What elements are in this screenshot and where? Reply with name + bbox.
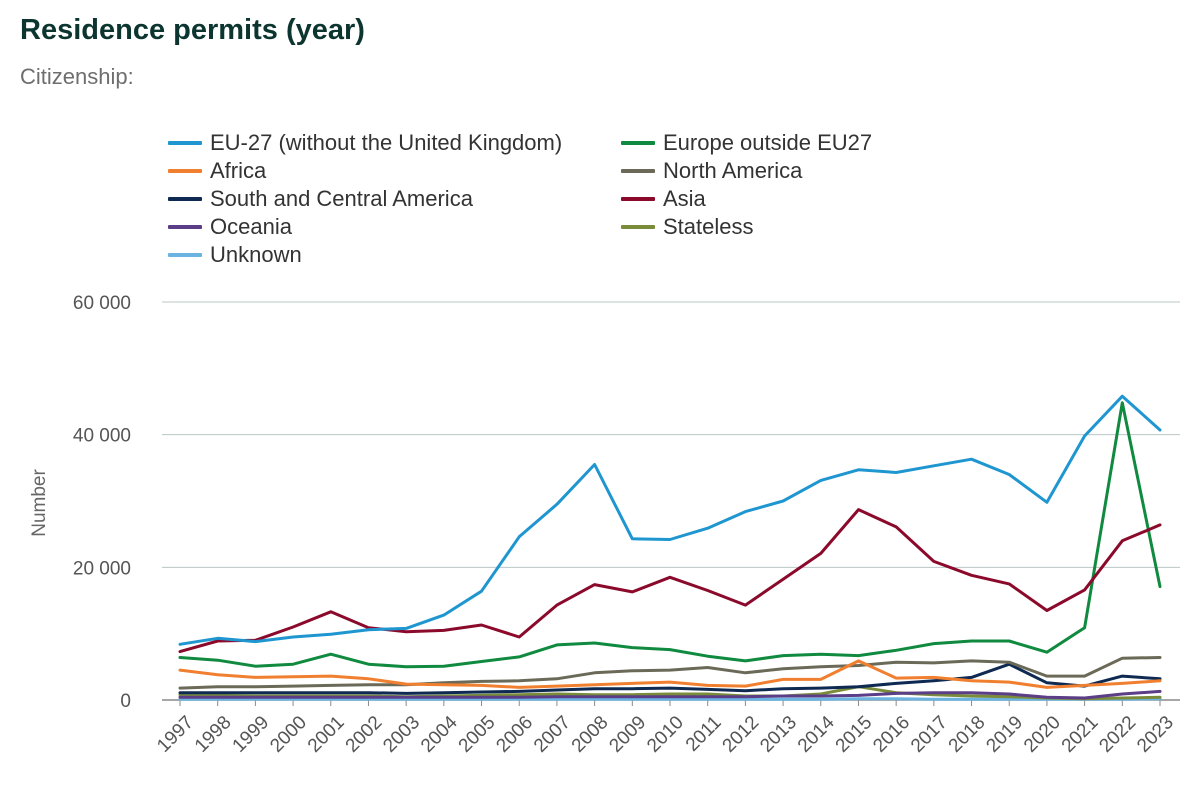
legend-swatch [168, 253, 202, 257]
series-line [178, 662, 1162, 695]
x-tick-label: 2004 [417, 712, 462, 757]
series-line [178, 689, 1162, 700]
x-tick-label: 2016 [869, 712, 914, 757]
legend-label: Africa [210, 158, 267, 183]
x-tick-label: 1999 [229, 712, 274, 757]
x-tick-label: 2013 [756, 712, 801, 757]
x-tick-label: 2010 [643, 712, 688, 757]
x-tick-label: 2020 [1020, 712, 1065, 757]
legend-item[interactable]: Oceania [168, 214, 621, 240]
legend-label: Europe outside EU27 [663, 130, 873, 155]
y-tick-label: 60 000 [73, 293, 131, 314]
chart-title: Residence permits (year) [20, 14, 365, 46]
legend-swatch [168, 197, 202, 201]
legend-swatch [168, 141, 202, 145]
x-tick-label: 2011 [682, 712, 726, 756]
series-line [178, 656, 1162, 690]
chart-subtitle: Citizenship: [20, 64, 134, 89]
x-tick-label: 2021 [1058, 712, 1103, 757]
legend-swatch [621, 141, 655, 145]
x-tick-label: 2023 [1133, 712, 1178, 757]
legend-label: South and Central America [210, 186, 473, 211]
series-line [178, 401, 1162, 669]
series-line [178, 697, 1162, 701]
series-line [178, 508, 1162, 654]
x-tick-label: 2002 [342, 712, 387, 757]
x-tick-label: 2001 [304, 712, 349, 757]
legend-item[interactable]: North America [621, 158, 1081, 184]
legend-swatch [621, 169, 655, 173]
legend-label: EU-27 (without the United Kingdom) [210, 130, 563, 155]
x-tick-label: 2015 [832, 712, 877, 757]
legend-item[interactable]: Unknown [168, 242, 621, 268]
legend-swatch [621, 197, 655, 201]
legend-label: Oceania [210, 214, 292, 239]
x-tick-label: 2018 [945, 712, 990, 757]
y-tick-label: 20 000 [73, 558, 131, 579]
x-tick-label: 2006 [492, 712, 537, 757]
y-tick-label: 40 000 [73, 426, 131, 447]
x-tick-label: 2008 [568, 712, 613, 757]
legend-item[interactable]: EU-27 (without the United Kingdom) [168, 130, 621, 156]
x-tick-label: 2014 [794, 712, 839, 757]
legend-swatch [168, 169, 202, 173]
x-tick-label: 2012 [719, 712, 764, 757]
x-tick-label: 2019 [982, 712, 1027, 757]
chart-legend: EU-27 (without the United Kingdom) Europe… [168, 130, 1108, 268]
y-tick-label: 0 [120, 691, 131, 712]
x-tick-label: 2000 [266, 712, 311, 757]
legend-label: Asia [663, 186, 706, 211]
legend-swatch [168, 225, 202, 229]
x-tick-label: 1998 [191, 712, 236, 757]
series-line [178, 394, 1162, 646]
y-axis-label: Number [29, 469, 50, 537]
x-tick-label: 2009 [606, 712, 651, 757]
x-tick-label: 2007 [530, 712, 575, 757]
legend-item[interactable]: Africa [168, 158, 621, 184]
legend-swatch [621, 225, 655, 229]
legend-item[interactable]: Asia [621, 186, 1081, 212]
x-tick-label: 2003 [379, 712, 424, 757]
x-tick-label: 1997 [153, 712, 198, 757]
series-line [178, 659, 1162, 689]
legend-item[interactable]: Stateless [621, 214, 1081, 240]
legend-item[interactable]: South and Central America [168, 186, 621, 212]
legend-label: Stateless [663, 214, 754, 239]
legend-item[interactable]: Europe outside EU27 [621, 130, 1081, 156]
legend-label: Unknown [210, 242, 302, 267]
x-tick-label: 2005 [455, 712, 500, 757]
x-tick-label: 2022 [1096, 712, 1141, 757]
x-tick-label: 2017 [907, 712, 952, 757]
legend-label: North America [663, 158, 803, 183]
